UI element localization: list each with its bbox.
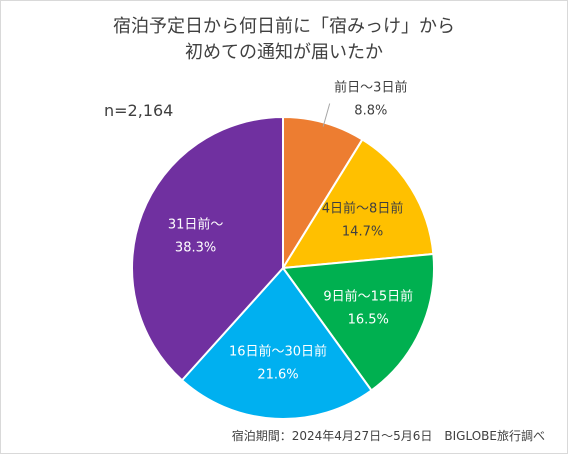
sample-size: n=2,164	[104, 101, 174, 120]
slice-label-4-8: 4日前～8日前	[322, 201, 404, 217]
footnote: 宿泊期間：2024年4月27日～5月6日 BIGLOBE旅行調べ	[231, 429, 545, 443]
slice-label-9-15: 9日前～15日前	[323, 289, 413, 305]
slice-value-4-8: 14.7%	[342, 225, 383, 240]
pie-slice-16-30	[180, 266, 373, 420]
pie-slice-31-plus	[131, 115, 284, 382]
slice-label-31-plus: 31日前～	[168, 216, 224, 232]
chart-title-line-2: 初めての通知が届いたか	[185, 42, 383, 63]
slice-label-16-30: 16日前～30日前	[229, 343, 327, 359]
slice-value-0-3: 8.8%	[354, 104, 387, 119]
leader-line-0-3	[322, 103, 331, 127]
chart-title-line-1: 宿泊予定日から何日前に「宿みっけ」から	[113, 16, 455, 37]
slice-value-9-15: 16.5%	[348, 313, 389, 328]
slice-value-31-plus: 38.3%	[175, 240, 216, 255]
pie-slice-9-15	[281, 252, 435, 392]
pie-slice-4-8	[281, 138, 435, 270]
slice-label-0-3: 前日～3日前	[334, 80, 407, 96]
slice-value-16-30: 21.6%	[257, 367, 298, 382]
